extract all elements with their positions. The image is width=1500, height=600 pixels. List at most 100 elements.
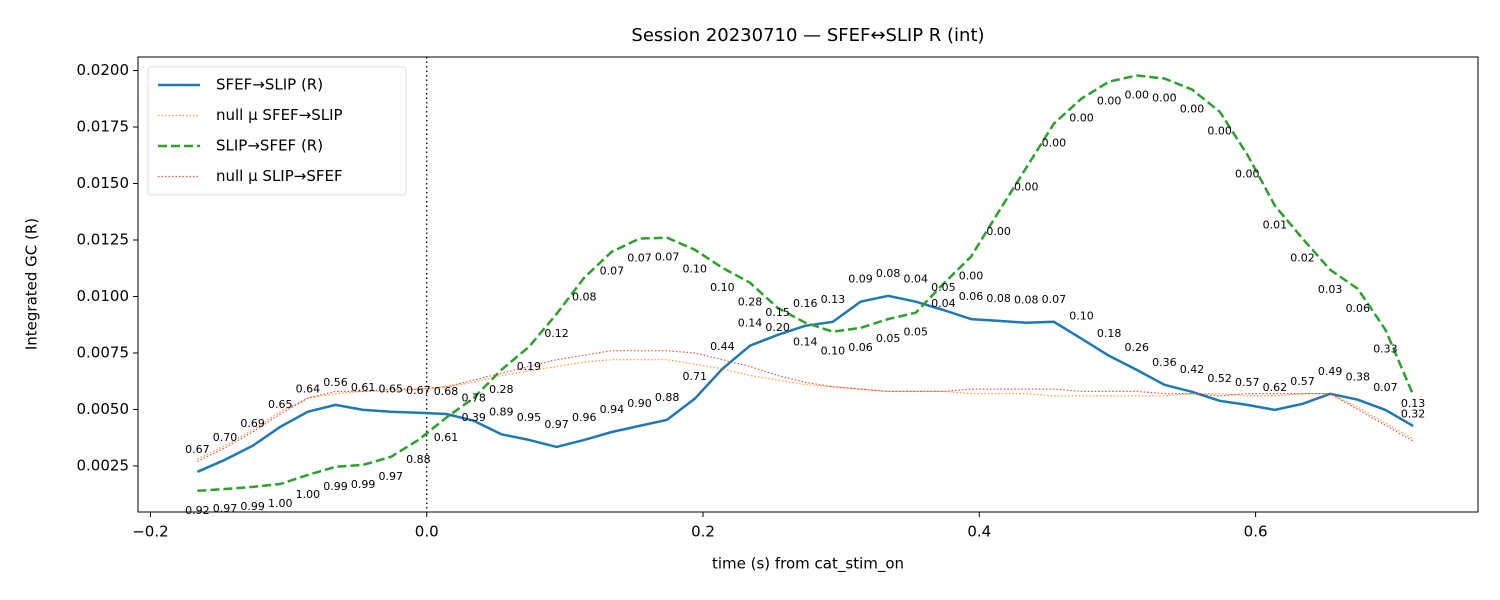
- point-label: 0.08: [1014, 294, 1039, 307]
- point-label: 0.90: [627, 397, 652, 410]
- point-label: 0.16: [793, 297, 818, 310]
- point-label: 0.28: [738, 296, 763, 309]
- point-label: 0.09: [848, 273, 873, 286]
- point-label: 0.00: [1235, 168, 1260, 181]
- point-label: 0.00: [959, 270, 984, 283]
- point-label: 0.62: [1263, 381, 1288, 394]
- y-tick-label: 0.0050: [77, 400, 130, 418]
- point-label: 0.04: [904, 273, 929, 286]
- point-label: 0.28: [489, 383, 514, 396]
- legend-label: null μ SLIP→SFEF: [216, 167, 343, 185]
- point-label: 0.64: [296, 383, 321, 396]
- y-tick-label: 0.0200: [77, 61, 130, 79]
- x-axis-label: time (s) from cat_stim_on: [712, 555, 904, 574]
- point-label: 0.99: [240, 500, 265, 513]
- point-label: 0.67: [406, 384, 431, 397]
- point-label: 0.97: [213, 502, 238, 515]
- point-label: 0.12: [544, 327, 569, 340]
- y-tick-label: 0.0075: [77, 343, 130, 361]
- point-label: 0.20: [765, 321, 790, 334]
- point-label: 0.02: [1290, 252, 1315, 265]
- x-tick-label: 0.4: [967, 523, 991, 541]
- legend-label: SFEF→SLIP (R): [216, 76, 323, 94]
- point-label: 0.67: [185, 443, 210, 456]
- point-label: 1.00: [268, 497, 293, 510]
- point-label: 0.89: [489, 405, 514, 418]
- point-label: 0.56: [323, 376, 348, 389]
- point-label: 0.49: [1318, 365, 1343, 378]
- point-label: 0.15: [765, 306, 790, 319]
- point-label: 0.42: [1180, 363, 1205, 376]
- series-line: [197, 74, 1415, 493]
- point-label: 0.88: [655, 391, 680, 404]
- point-label: 0.00: [1097, 95, 1122, 108]
- point-label: 0.06: [1346, 302, 1371, 315]
- point-label: 0.65: [268, 398, 293, 411]
- point-label: 0.94: [600, 403, 625, 416]
- point-label: 0.10: [821, 345, 846, 358]
- point-label: 0.95: [517, 411, 542, 424]
- point-label: 0.19: [517, 360, 542, 373]
- point-label: 0.14: [793, 336, 818, 349]
- point-label: 1.00: [296, 488, 321, 501]
- point-label: 0.00: [1180, 103, 1205, 116]
- x-tick-label: 0.0: [415, 523, 439, 541]
- x-tick-label: 0.2: [691, 523, 715, 541]
- y-tick-label: 0.0175: [77, 118, 130, 136]
- point-label: 0.10: [710, 281, 735, 294]
- point-label: 0.88: [406, 453, 431, 466]
- point-label: 0.07: [655, 251, 680, 264]
- series-line: [197, 350, 1414, 462]
- point-label: 0.00: [1152, 91, 1177, 104]
- point-label: 0.99: [323, 480, 348, 493]
- x-tick-label: −0.2: [132, 523, 168, 541]
- point-label: 0.36: [1152, 356, 1177, 369]
- point-label: 0.38: [1346, 371, 1371, 384]
- point-label: 0.69: [240, 417, 265, 430]
- point-label: 0.03: [1318, 283, 1343, 296]
- point-label: 0.13: [1401, 397, 1426, 410]
- point-label: 0.57: [1290, 375, 1315, 388]
- point-label: 0.96: [572, 411, 597, 424]
- point-label: 0.10: [682, 263, 707, 276]
- point-label: 0.00: [1042, 137, 1067, 150]
- point-label: 0.52: [1207, 372, 1232, 385]
- point-label: 0.04: [931, 297, 956, 310]
- y-tick-label: 0.0150: [77, 174, 130, 192]
- chart-title: Session 20230710 — SFEF↔SLIP R (int): [631, 25, 984, 46]
- point-label: 0.08: [572, 291, 597, 304]
- point-label: 0.33: [1373, 343, 1398, 356]
- point-label: 0.07: [627, 252, 652, 265]
- point-label: 0.65: [379, 383, 404, 396]
- series-line: [196, 294, 1414, 473]
- legend-label: null μ SFEF→SLIP: [216, 106, 343, 124]
- point-label: 0.07: [600, 265, 625, 278]
- point-label: 0.10: [1069, 310, 1094, 323]
- y-axis-label: Integrated GC (R): [23, 218, 41, 350]
- point-label: 0.97: [544, 418, 569, 431]
- y-tick-label: 0.0025: [77, 456, 130, 474]
- point-label: 0.00: [1125, 89, 1150, 102]
- point-label: 0.61: [434, 431, 459, 444]
- point-label: 0.39: [461, 411, 486, 424]
- point-label: 0.07: [1042, 293, 1067, 306]
- point-label: 0.05: [904, 326, 929, 339]
- point-label: 0.44: [710, 340, 735, 353]
- point-label: 0.06: [959, 290, 984, 303]
- point-label: 0.32: [1401, 408, 1426, 421]
- point-label: 0.13: [821, 293, 846, 306]
- point-label: 0.00: [986, 225, 1011, 238]
- point-label: 0.08: [986, 292, 1011, 305]
- point-label: 0.14: [738, 317, 763, 330]
- plot-frame: [137, 56, 1479, 513]
- point-label: 0.18: [1097, 327, 1122, 340]
- point-label: 0.00: [1207, 125, 1232, 138]
- legend-label: SLIP→SFEF (R): [216, 137, 323, 155]
- point-label: 0.61: [351, 381, 376, 394]
- point-label: 0.78: [461, 392, 486, 405]
- point-label: 0.92: [185, 504, 210, 517]
- point-label: 0.07: [1373, 381, 1398, 394]
- point-label: 0.26: [1125, 341, 1150, 354]
- point-label: 0.68: [434, 385, 459, 398]
